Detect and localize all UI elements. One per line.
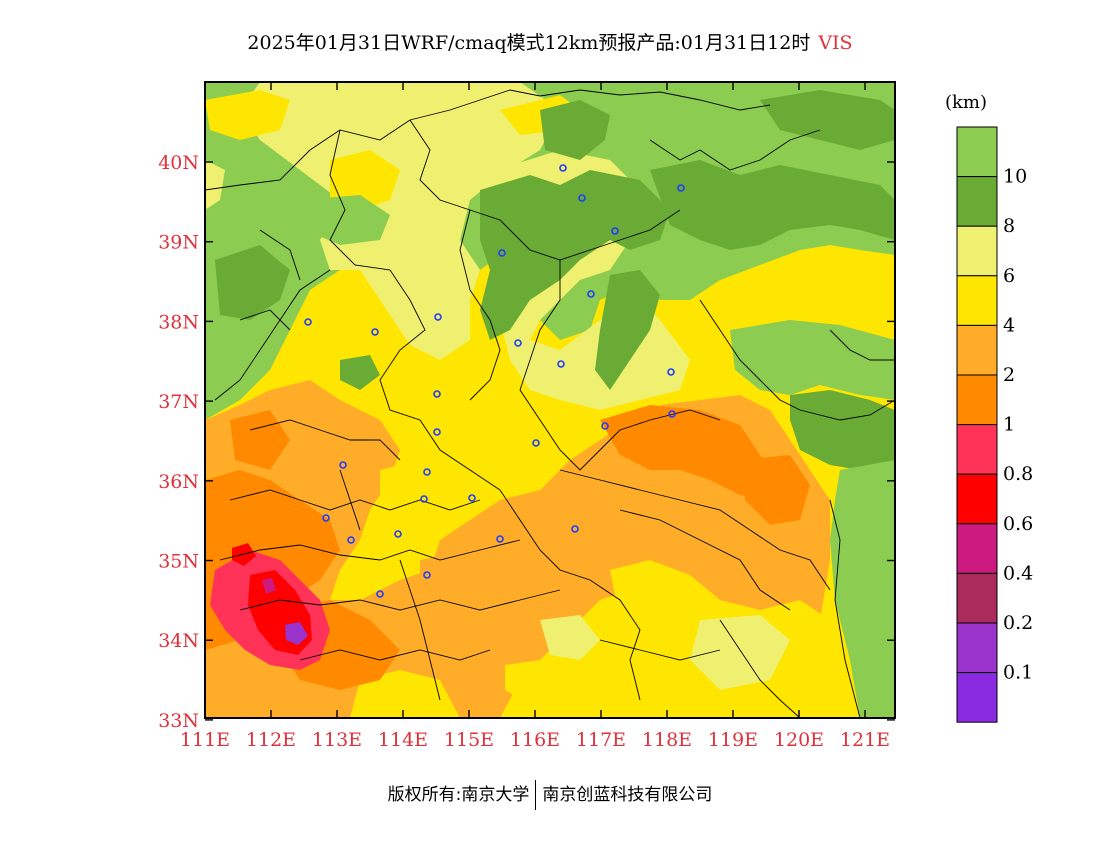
legend-swatch [956, 374, 998, 426]
legend-swatch [956, 275, 998, 326]
legend-swatch [956, 324, 998, 376]
lat-label: 37N [158, 391, 199, 413]
boundary-lines [205, 89, 895, 718]
lat-label: 39N [158, 232, 199, 254]
legend-swatch [956, 622, 998, 674]
lat-label: 34N [158, 630, 199, 652]
lat-label: 36N [158, 471, 199, 493]
lon-label: 114E [378, 729, 428, 751]
lon-label: 117E [576, 729, 626, 751]
lat-label: 38N [158, 311, 199, 333]
lat-label: 35N [158, 551, 199, 573]
color-legend [956, 126, 998, 723]
map-frame [204, 81, 896, 719]
lon-label: 119E [708, 729, 758, 751]
lon-label: 115E [444, 729, 494, 751]
city-markers [304, 164, 685, 598]
map-field [205, 82, 895, 718]
copyright-owner: 版权所有:南京大学 [387, 785, 530, 805]
latitude-labels: 40N 39N 38N 37N 36N 35N 34N 33N [158, 152, 199, 732]
map-title: 2025年01月31日WRF/cmaq模式12km预报产品:01月31日12时 V… [0, 28, 1100, 55]
lon-label: 111E [180, 729, 230, 751]
lon-label: 121E [840, 729, 890, 751]
longitude-labels: 111E 112E 113E 114E 115E 116E 117E 118E 119E 120E… [180, 729, 890, 751]
legend-label: 6 [1003, 265, 1015, 287]
title-main: 2025年01月31日WRF/cmaq模式12km预报产品:01月31日12时 [247, 32, 811, 54]
legend-swatch [956, 523, 998, 574]
legend-label: 0.1 [1003, 662, 1033, 684]
legend-labels: 10 8 6 4 2 1 0.8 0.6 0.4 0.2 0.1 [1003, 166, 1033, 684]
legend-label: 1 [1003, 414, 1015, 436]
copyright-footer: 版权所有:南京大学 南京创蓝科技有限公司 [0, 780, 1100, 810]
copyright-company: 南京创蓝科技有限公司 [542, 785, 713, 805]
legend-label: 4 [1003, 314, 1015, 336]
lat-label: 40N [158, 152, 199, 174]
legend-label: 0.4 [1003, 562, 1033, 584]
legend-swatch [956, 473, 998, 525]
legend-label: 8 [1003, 215, 1015, 237]
legend-swatch [956, 225, 998, 277]
axis-ticks [204, 82, 895, 721]
legend-swatch [956, 672, 998, 723]
lat-label: 33N [158, 710, 199, 732]
legend-swatch [956, 126, 998, 178]
legend-swatch [956, 424, 998, 475]
lon-label: 118E [642, 729, 692, 751]
copyright-divider [535, 780, 537, 810]
title-variable: VIS [818, 32, 853, 54]
lon-label: 120E [774, 729, 824, 751]
lon-label: 116E [510, 729, 560, 751]
legend-label: 0.2 [1003, 612, 1033, 634]
legend-label: 10 [1003, 166, 1027, 188]
lon-label: 112E [246, 729, 296, 751]
legend-unit: (km) [945, 92, 987, 113]
legend-swatch [956, 176, 998, 227]
legend-label: 2 [1003, 364, 1015, 386]
lon-label: 113E [312, 729, 362, 751]
legend-label: 0.8 [1003, 463, 1033, 485]
legend-swatch [956, 572, 998, 624]
legend-label: 0.6 [1003, 513, 1033, 535]
